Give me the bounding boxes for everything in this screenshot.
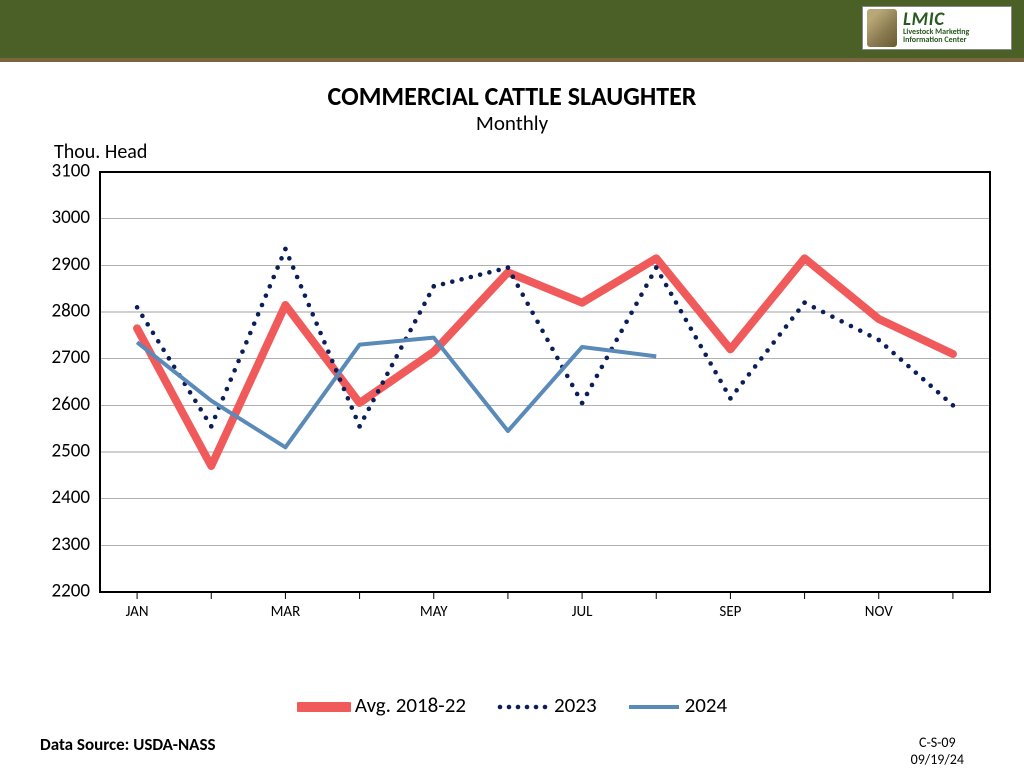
- svg-text:SEP: SEP: [719, 603, 741, 621]
- svg-text:JUL: JUL: [572, 603, 593, 621]
- legend-swatch: [496, 697, 550, 717]
- chart-subtitle: Monthly: [0, 110, 1024, 136]
- header-bar: LMIC Livestock Marketing Information Cen…: [0, 0, 1024, 62]
- svg-text:2600: 2600: [51, 393, 90, 416]
- svg-text:2300: 2300: [51, 533, 90, 556]
- chart-area: Thou. Head 22002300240025002600270028002…: [0, 136, 1024, 696]
- svg-text:3000: 3000: [51, 206, 90, 229]
- legend-swatch: [297, 697, 351, 717]
- svg-text:2900: 2900: [51, 253, 90, 276]
- chart-date: 09/19/24: [911, 751, 964, 768]
- svg-text:2400: 2400: [51, 486, 90, 509]
- svg-text:MAY: MAY: [420, 603, 448, 621]
- logo-main: LMIC: [903, 12, 969, 28]
- svg-text:2200: 2200: [51, 580, 90, 603]
- logo-text: LMIC Livestock Marketing Information Cen…: [903, 12, 969, 45]
- svg-text:JAN: JAN: [126, 603, 149, 621]
- footer-right: C-S-09 09/19/24: [911, 734, 964, 768]
- svg-text:3100: 3100: [51, 160, 90, 183]
- chart-code: C-S-09: [911, 734, 964, 751]
- footer-left: Data Source: USDA-NASS Livestock Marketi…: [40, 734, 270, 768]
- footer: Data Source: USDA-NASS Livestock Marketi…: [0, 718, 1024, 768]
- line-chart: 2200 2300 2400 2500 2600 2700 2800 2900 3000 3100…: [0, 136, 1024, 656]
- data-source: Data Source: USDA-NASS: [40, 734, 270, 755]
- cattle-icon: [867, 9, 897, 47]
- legend-swatch: [627, 697, 681, 717]
- logo-sub2: Information Center: [903, 36, 969, 44]
- chart-title: COMMERCIAL CATTLE SLAUGHTER: [0, 80, 1024, 112]
- svg-text:2700: 2700: [51, 346, 90, 369]
- svg-text:NOV: NOV: [865, 603, 893, 621]
- svg-text:MAR: MAR: [271, 603, 301, 621]
- svg-text:2800: 2800: [51, 300, 90, 323]
- logo: LMIC Livestock Marketing Information Cen…: [862, 6, 1012, 50]
- svg-text:2500: 2500: [51, 440, 90, 463]
